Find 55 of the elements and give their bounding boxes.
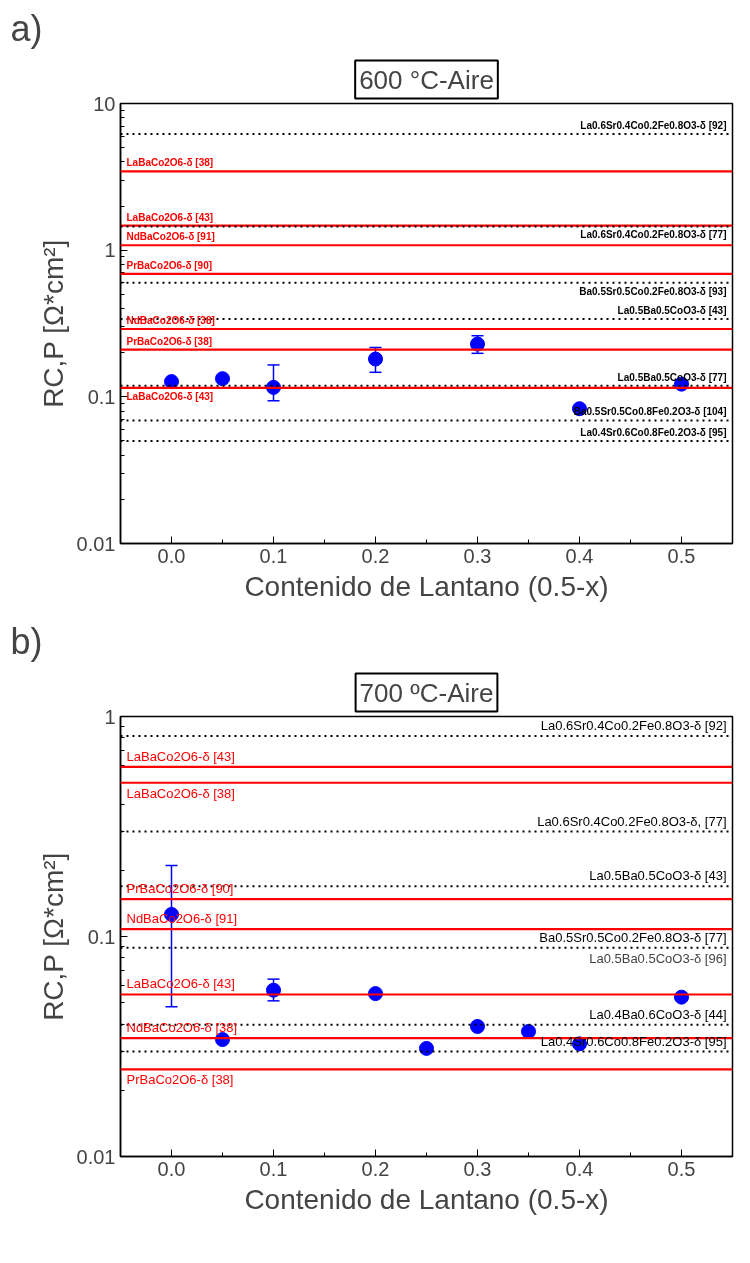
ref-line-label: La0.6Sr0.4Co0.2Fe0.8O3-δ [77] <box>580 229 727 241</box>
x-tick-label: 0.2 <box>361 544 390 567</box>
ref-line-label: La0.6Sr0.4Co0.2Fe0.8O3-δ [92] <box>580 119 727 131</box>
x-tick-label: 0.3 <box>463 544 492 567</box>
ref-line-label: LaBaCo2O6-δ [38] <box>126 785 235 801</box>
ref-line-label: PrBaCo2O6-δ [90] <box>126 259 213 271</box>
ref-line-label: La0.5Ba0.5CoO3-δ [77] <box>617 371 727 383</box>
y-axis-title: RC,P [Ω*cm²] <box>37 239 69 408</box>
point <box>368 351 383 367</box>
ref-line-label: PrBaCo2O6-δ [38] <box>126 335 213 347</box>
y-tick-label: 0.01 <box>76 532 116 555</box>
ref-line-label: LaBaCo2O6-δ [38] <box>126 157 214 169</box>
x-tick-label: 0.4 <box>565 544 594 567</box>
x-tick-label: 0.4 <box>565 1157 594 1180</box>
x-axis-title: Contenido de Lantano (0.5-x) <box>244 1183 609 1215</box>
ref-line-label: LaBaCo2O6-δ [43] <box>126 211 214 223</box>
x-tick-label: 0.3 <box>463 1157 492 1180</box>
point <box>521 1024 536 1039</box>
ref-line-label: LaBaCo2O6-δ [43] <box>126 748 235 764</box>
x-tick-label: 0.0 <box>157 1157 186 1180</box>
chart-title: 700 ºC-Aire <box>359 677 494 708</box>
ref-line-label: Ba0.5Sr0.5Co0.2Fe0.8O3-δ [77] <box>539 929 727 945</box>
ref-line-label: PrBaCo2O6-δ [38] <box>126 1072 234 1088</box>
y-tick-label: 1 <box>104 705 116 728</box>
annotation: La0.5Ba0.5CoO3-δ [96] <box>589 950 727 966</box>
x-axis-title: Contenido de Lantano (0.5-x) <box>244 570 609 602</box>
y-axis-title: RC,P [Ω*cm²] <box>37 852 69 1021</box>
x-tick-label: 0.0 <box>157 544 186 567</box>
ref-line-label: La0.4Ba0.6CoO3-δ [44] <box>589 1006 727 1022</box>
ref-line-label: NdBaCo2O6-δ [38] <box>126 1020 238 1036</box>
ref-line-label: La0.4Sr0.6Co0.8Fe0.2O3-δ [95] <box>580 426 727 438</box>
x-tick-label: 0.2 <box>361 1157 390 1180</box>
chart-title: 600 °C-Aire <box>359 64 494 95</box>
ref-line-label: La0.6Sr0.4Co0.2Fe0.8O3-δ, [77] <box>537 813 727 829</box>
ref-line-label: NdBaCo2O6-δ [38] <box>126 315 215 327</box>
ref-line-label: LaBaCo2O6-δ [43] <box>126 390 214 402</box>
x-tick-label: 0.1 <box>259 544 288 567</box>
ref-line-label: La0.5Ba0.5CoO3-δ [43] <box>617 304 727 316</box>
x-tick-label: 0.5 <box>667 544 696 567</box>
ref-line-label: La0.5Ba0.5CoO3-δ [43] <box>589 868 727 884</box>
point <box>215 371 230 387</box>
ref-line-label: La0.6Sr0.4Co0.2Fe0.8O3-δ [92] <box>540 718 727 734</box>
y-tick-label: 1 <box>104 239 116 262</box>
point <box>470 1018 485 1034</box>
point <box>419 1040 434 1056</box>
y-tick-label: 10 <box>93 92 116 115</box>
text: a) <box>10 7 43 49</box>
y-tick-label: 0.1 <box>87 385 116 408</box>
y-tick-label: 0.1 <box>87 925 116 948</box>
ref-line-label: NdBaCo2O6-δ [91] <box>126 231 215 243</box>
ref-line-label: Ba0.5Sr0.5Co0.2Fe0.8O3-δ [93] <box>579 285 727 297</box>
text: b) <box>10 620 43 662</box>
y-tick-label: 0.01 <box>76 1145 116 1168</box>
x-tick-label: 0.5 <box>667 1157 696 1180</box>
x-tick-label: 0.1 <box>259 1157 288 1180</box>
